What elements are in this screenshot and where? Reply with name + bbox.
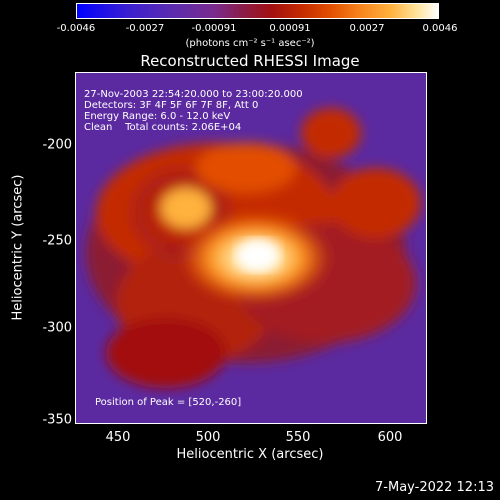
colorbar-tick-label: 0.00091 (269, 23, 311, 34)
x-tick-label: 550 (285, 430, 311, 445)
info-detectors: Detectors: 3F 4F 5F 6F 7F 8F, Att 0 (84, 100, 259, 111)
y-tick-label: -250 (42, 233, 72, 249)
info-time-range: 27-Nov-2003 22:54:20.000 to 23:00:20.000 (84, 89, 303, 100)
y-tick-label: -200 (42, 137, 72, 153)
image-title: Reconstructed RHESSI Image (140, 52, 360, 70)
colorbar-tick-label: -0.0027 (125, 23, 165, 34)
x-tick-label: 600 (377, 430, 403, 445)
y-tick-label: -300 (42, 320, 72, 336)
info-total-counts: Clean Total counts: 2.06E+04 (84, 122, 242, 133)
heatmap-canvas (86, 108, 421, 388)
colorbar-tick-label: -0.0046 (56, 23, 96, 34)
colorbar-tick-label: -0.00091 (191, 23, 237, 34)
solar-image-panel: 27-Nov-2003 22:54:20.000 to 23:00:20.000… (75, 72, 427, 424)
y-axis-label: Heliocentric Y (arcsec) (10, 174, 26, 321)
colorbar (76, 3, 439, 19)
x-tick-label: 450 (105, 430, 131, 445)
peak-position-text: Position of Peak = [520,-260] (95, 397, 242, 408)
peak-emission (236, 239, 280, 271)
y-tick-label: -350 (42, 412, 72, 428)
timestamp: 7-May-2022 12:13 (375, 480, 494, 495)
x-axis-label: Heliocentric X (arcsec) (176, 447, 324, 462)
colorbar-unit-label: (photons cm⁻² s⁻¹ asec⁻²) (185, 38, 315, 49)
colorbar-tick-label: 0.0046 (422, 23, 458, 34)
x-tick-label: 500 (195, 430, 221, 445)
info-energy-range: Energy Range: 6.0 - 12.0 keV (84, 111, 231, 122)
colorbar-tick-label: 0.0027 (349, 23, 385, 34)
